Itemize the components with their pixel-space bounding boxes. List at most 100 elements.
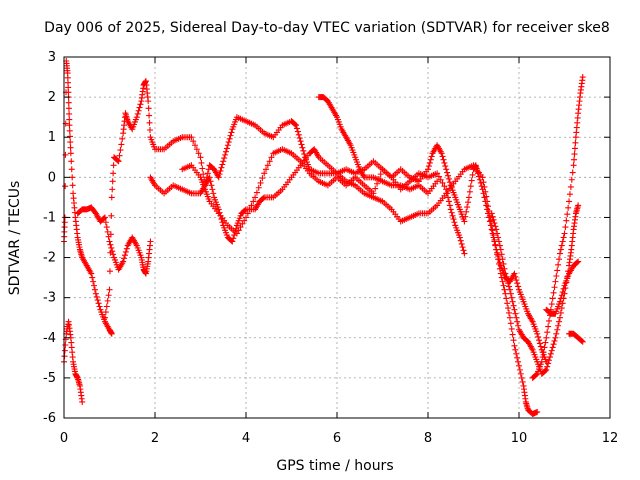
data-point [69, 182, 76, 189]
x-axis-label: GPS time / hours [276, 458, 393, 474]
data-point [447, 206, 454, 213]
data-point [95, 300, 102, 307]
data-point [79, 398, 86, 405]
data-point [103, 224, 110, 231]
data-point [537, 343, 544, 350]
data-point [301, 151, 308, 158]
data-point [462, 213, 469, 220]
data-point [204, 170, 211, 177]
data-point [535, 333, 542, 340]
data-point [492, 241, 499, 248]
data-point [255, 184, 262, 191]
data-point [260, 195, 267, 202]
data-point [300, 147, 307, 154]
data-point [106, 286, 113, 293]
data-point [477, 179, 484, 186]
data-point [94, 297, 101, 304]
data-points [61, 58, 586, 417]
data-point [445, 194, 452, 201]
data-point [298, 141, 305, 148]
data-point [137, 101, 144, 108]
data-point [441, 183, 448, 190]
data-point [248, 202, 255, 209]
data-point [468, 177, 475, 184]
x-tick-label: 0 [60, 431, 68, 446]
series-sat-h [488, 202, 582, 377]
data-point [434, 178, 441, 185]
series-sat-i [529, 74, 586, 381]
series-sat-k [566, 330, 586, 345]
data-point [293, 125, 300, 132]
data-point [444, 169, 451, 176]
data-point [230, 235, 237, 242]
data-point [515, 358, 522, 365]
data-point [199, 165, 206, 172]
series-sat-c [74, 204, 154, 277]
data-point [195, 150, 202, 157]
data-point [549, 344, 556, 351]
y-tick-label: -4 [43, 331, 56, 346]
data-point [241, 217, 248, 224]
data-point [297, 138, 304, 145]
data-point [554, 326, 561, 333]
data-point [502, 290, 509, 297]
data-point [426, 159, 433, 166]
data-point [110, 162, 117, 169]
y-tick-label: 0 [48, 170, 56, 185]
data-point [372, 185, 379, 192]
data-point [465, 194, 472, 201]
data-point [226, 135, 233, 142]
data-point [555, 261, 562, 268]
data-point [485, 203, 492, 210]
data-point [557, 295, 564, 302]
data-point [445, 198, 452, 205]
data-point [492, 223, 499, 230]
data-point [560, 234, 567, 241]
data-point [488, 210, 495, 217]
data-point [105, 292, 112, 299]
data-point [68, 158, 75, 165]
data-point [469, 171, 476, 178]
data-point [500, 282, 507, 289]
data-point [499, 256, 506, 263]
data-point [261, 170, 268, 177]
data-point [543, 334, 550, 341]
data-point [556, 318, 563, 325]
data-point [67, 139, 74, 146]
data-point [511, 306, 518, 313]
data-point [103, 303, 110, 310]
data-point [292, 121, 299, 128]
data-point [101, 314, 108, 321]
data-point [564, 211, 571, 218]
y-tick-label: 2 [48, 90, 56, 105]
data-point [461, 218, 468, 225]
data-point [510, 337, 517, 344]
data-point [482, 188, 489, 195]
data-point [190, 138, 197, 145]
data-point [377, 171, 384, 178]
data-point [480, 179, 487, 186]
data-point [558, 242, 565, 249]
data-point [569, 169, 576, 176]
data-point [490, 232, 497, 239]
data-point [93, 293, 100, 300]
data-point [222, 151, 229, 158]
data-point [465, 199, 472, 206]
data-point [493, 226, 500, 233]
data-point [551, 284, 558, 291]
data-point [444, 190, 451, 197]
data-point [565, 204, 572, 211]
data-point [217, 167, 224, 174]
data-point [219, 161, 226, 168]
data-point [502, 270, 509, 277]
data-point [243, 214, 249, 221]
data-point [207, 178, 214, 185]
data-point [458, 240, 465, 247]
data-point [222, 148, 229, 155]
data-point [92, 290, 99, 297]
data-point [440, 156, 447, 163]
data-point [200, 171, 207, 178]
data-point [551, 337, 558, 344]
data-point [542, 367, 549, 374]
data-point [542, 339, 549, 346]
